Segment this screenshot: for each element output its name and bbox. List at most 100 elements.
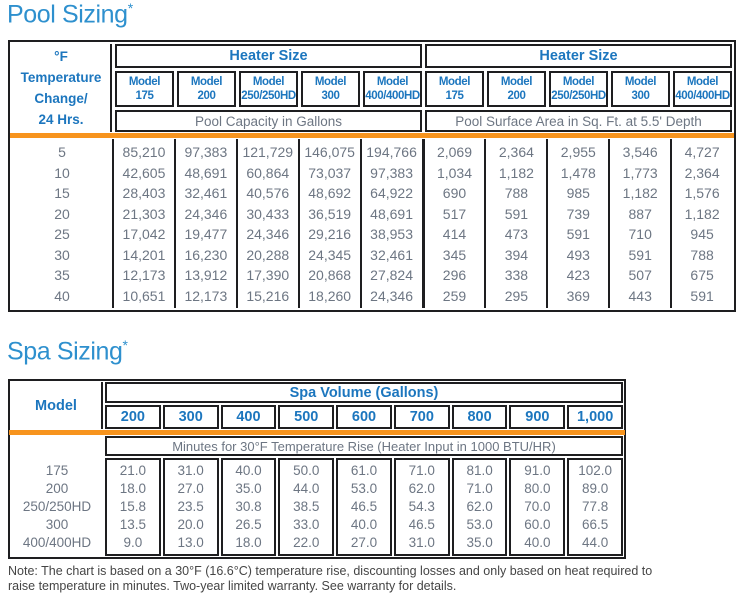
pool-data-cell: 14,201 bbox=[122, 246, 166, 263]
spa-data-cell: 60.0 bbox=[524, 517, 551, 532]
pool-data-cell: 40,576 bbox=[246, 185, 290, 201]
pool-data-cell: 17,042 bbox=[122, 226, 166, 242]
spa-data-cell: 35.0 bbox=[466, 535, 493, 550]
pool-model-number: 250/250HD bbox=[551, 90, 606, 102]
spa-data-cell: 9.0 bbox=[123, 535, 143, 550]
pool-model-number: 200 bbox=[507, 90, 526, 102]
pool-model-header: Model 300 bbox=[611, 71, 670, 107]
pool-temp-cell: 35 bbox=[54, 267, 70, 283]
spa-data-cell: 27.0 bbox=[350, 535, 378, 550]
pool-data-cell: 12,173 bbox=[122, 267, 166, 283]
spa-data-column: 31.0 27.0 23.5 20.0 13.0 bbox=[162, 458, 219, 556]
pool-data-cell: 10,651 bbox=[122, 287, 166, 304]
pool-data-cell: 121,729 bbox=[242, 144, 294, 160]
pool-corner-line: Temperature bbox=[20, 70, 102, 85]
spa-data-cell: 62.0 bbox=[408, 481, 435, 496]
spa-data-cell: 30.8 bbox=[235, 499, 262, 514]
pool-data-cell: 295 bbox=[504, 287, 529, 304]
pool-data-cell: 2,364 bbox=[498, 144, 534, 160]
spa-data-cell: 80.0 bbox=[524, 481, 551, 496]
pool-model-word: Model bbox=[438, 76, 471, 88]
pool-data-cell: 24,346 bbox=[370, 287, 413, 304]
pool-data-cell: 259 bbox=[442, 287, 467, 304]
pool-model-header: Model 200 bbox=[487, 71, 546, 107]
spa-title-text: Spa Sizing bbox=[7, 337, 123, 366]
spa-data-cell: 71.0 bbox=[466, 481, 493, 496]
pool-data-column: 2,069 1,034 690 517 414 345 296 259 bbox=[421, 139, 485, 308]
pool-data-cell: 345 bbox=[442, 246, 467, 263]
pool-model-number: 200 bbox=[197, 90, 216, 102]
pool-data-cell: 85,210 bbox=[122, 144, 166, 160]
pool-data-column: 2,955 1,478 985 739 591 493 423 369 bbox=[546, 139, 608, 308]
pool-data-cell: 36,519 bbox=[308, 205, 352, 222]
spa-volume-header: 1,000 bbox=[567, 405, 624, 429]
spa-data-cell: 26.5 bbox=[235, 517, 262, 532]
pool-data-cell: 945 bbox=[690, 226, 714, 242]
spa-data-cell: 35.0 bbox=[235, 481, 262, 496]
pool-data-cell: 739 bbox=[566, 205, 590, 222]
pool-temp-cell: 25 bbox=[54, 226, 70, 242]
pool-temp-cell: 10 bbox=[54, 164, 70, 181]
pool-data-cell: 443 bbox=[628, 287, 652, 304]
pool-data-cell: 20,868 bbox=[308, 267, 352, 283]
pool-data-cell: 38,953 bbox=[370, 226, 413, 242]
pool-data-cell: 1,478 bbox=[560, 164, 596, 181]
spa-model-column: 175 200 250/250HD 300 400/400HD bbox=[11, 458, 103, 556]
pool-data-cell: 19,477 bbox=[184, 226, 228, 242]
pool-model-word: Model bbox=[500, 76, 533, 88]
pool-model-word: Model bbox=[128, 76, 161, 88]
spa-data-column: 40.0 35.0 30.8 26.5 18.0 bbox=[220, 458, 277, 556]
pool-data-cell: 194,766 bbox=[366, 144, 417, 160]
pool-temp-cell: 20 bbox=[54, 205, 70, 222]
spa-data-cell: 23.5 bbox=[177, 499, 204, 514]
pool-data-cell: 146,075 bbox=[304, 144, 355, 160]
pool-model-header: Model 175 bbox=[425, 71, 484, 107]
spa-data-column: 50.0 44.0 38.5 33.0 22.0 bbox=[278, 458, 335, 556]
pool-unit-header: Pool Surface Area in Sq. Ft. at 5.5' Dep… bbox=[425, 110, 732, 132]
spa-data-cell: 21.0 bbox=[119, 463, 147, 478]
pool-title-text: Pool Sizing bbox=[7, 0, 128, 29]
pool-data-column: 97,383 48,691 32,461 24,346 19,477 16,230 13,9… bbox=[173, 139, 236, 308]
spa-data-cell: 40.0 bbox=[235, 463, 262, 478]
pool-data-cell: 13,912 bbox=[184, 267, 228, 283]
pool-data-cell: 1,773 bbox=[622, 164, 658, 181]
spa-volume-header: 900 bbox=[509, 405, 566, 429]
spa-data-cell: 33.0 bbox=[293, 517, 320, 532]
pool-model-header: Model 400/400HD bbox=[673, 71, 732, 107]
pool-data-cell: 17,390 bbox=[246, 267, 290, 283]
pool-data-cell: 73,037 bbox=[308, 164, 352, 181]
pool-data-cell: 591 bbox=[504, 205, 529, 222]
spa-data-cell: 18.0 bbox=[235, 535, 262, 550]
spa-data-cell: 102.0 bbox=[578, 463, 613, 478]
pool-model-header: Model 300 bbox=[301, 71, 360, 107]
spa-data-cell: 89.0 bbox=[582, 481, 609, 496]
spa-unit-spacer bbox=[11, 436, 105, 456]
pool-data-cell: 591 bbox=[566, 226, 590, 242]
spa-volume-header: 300 bbox=[162, 405, 219, 429]
pool-data-cell: 985 bbox=[566, 185, 590, 201]
pool-data-column: 3,546 1,773 1,182 887 710 591 507 443 bbox=[608, 139, 670, 308]
pool-data-cell: 24,346 bbox=[246, 226, 290, 242]
pool-data-column: 4,727 2,364 1,576 1,182 945 788 675 591 bbox=[670, 139, 732, 308]
pool-model-row: Model 175 Model 200 Model 250/250HD Model 300 Mo… bbox=[115, 71, 732, 107]
pool-model-header: Model 250/250HD bbox=[239, 71, 298, 107]
pool-data-cell: 493 bbox=[566, 246, 590, 263]
pool-model-header: Model 200 bbox=[177, 71, 236, 107]
spa-volume-header: 700 bbox=[393, 405, 450, 429]
spa-title-asterisk: * bbox=[122, 337, 128, 353]
pool-data-cell: 15,216 bbox=[246, 287, 290, 304]
pool-data-column: 121,729 60,864 40,576 30,433 24,346 20,288 17,… bbox=[235, 139, 298, 308]
pool-data-cell: 21,303 bbox=[122, 205, 166, 222]
pool-data-cell: 369 bbox=[566, 287, 590, 304]
pool-data-cell: 1,034 bbox=[436, 164, 472, 181]
pool-model-header: Model 400/400HD bbox=[363, 71, 422, 107]
spa-volume-title: Spa Volume (Gallons) bbox=[105, 382, 623, 403]
pool-orange-divider bbox=[10, 133, 734, 138]
spa-volume-header: 400 bbox=[220, 405, 277, 429]
pool-data-column: 146,075 73,037 48,692 36,519 29,216 24,345 20,… bbox=[297, 139, 360, 308]
pool-table-body: 5 10 15 20 25 30 35 40 85,210 42,605 28,403 21,303 1… bbox=[12, 139, 732, 308]
spa-data-cell: 53.0 bbox=[466, 517, 493, 532]
pool-model-word: Model bbox=[376, 76, 409, 88]
spa-volume-header: 500 bbox=[278, 405, 335, 429]
pool-data-cell: 690 bbox=[442, 185, 467, 201]
